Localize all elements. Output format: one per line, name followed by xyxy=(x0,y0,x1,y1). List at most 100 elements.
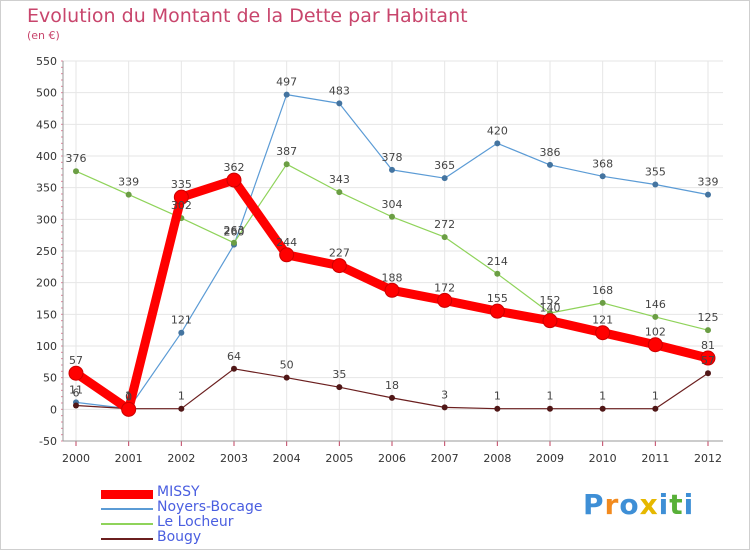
data-label-le-locheur-2009: 152 xyxy=(540,294,561,307)
logo-letter: o xyxy=(619,488,640,521)
logo-letter: t xyxy=(669,488,684,521)
point-le-locheur-2012 xyxy=(705,327,711,334)
y-tick-label-250: 250 xyxy=(36,245,57,258)
y-tick-label-0: 0 xyxy=(50,403,57,416)
data-label-noyers-bocage-2010: 368 xyxy=(592,157,613,170)
data-label-noyers-bocage-2002: 121 xyxy=(171,314,192,327)
point-missy-2004 xyxy=(279,247,295,263)
data-label-missy-2012: 81 xyxy=(701,339,715,352)
point-le-locheur-2001 xyxy=(125,191,132,198)
y-tick-label-100: 100 xyxy=(36,340,57,353)
y-tick-label-50: -50 xyxy=(39,435,57,448)
data-label-le-locheur-2004: 387 xyxy=(276,145,297,158)
x-tick-label-2002: 2002 xyxy=(167,452,195,465)
x-tick-label-2011: 2011 xyxy=(641,452,669,465)
x-tick-label-2001: 2001 xyxy=(115,452,143,465)
y-tick-label-150: 150 xyxy=(36,308,57,321)
point-missy-2006 xyxy=(384,282,400,298)
data-label-bougy-2000: 6 xyxy=(73,387,80,400)
point-missy-2005 xyxy=(331,258,347,274)
x-tick-label-2000: 2000 xyxy=(62,452,90,465)
x-tick-label-2005: 2005 xyxy=(325,452,353,465)
logo-letter: i xyxy=(658,488,670,521)
legend-swatch-noyers-bocage xyxy=(101,508,153,510)
data-label-le-locheur-2003: 263 xyxy=(224,224,245,237)
data-label-missy-2004: 244 xyxy=(276,236,297,249)
legend-item-le-locheur: Le Locheur xyxy=(101,514,321,532)
point-noyers-bocage-2009 xyxy=(547,161,553,168)
x-tick-label-2009: 2009 xyxy=(536,452,564,465)
point-le-locheur-2010 xyxy=(599,299,606,306)
data-label-noyers-bocage-2006: 378 xyxy=(382,151,403,164)
data-label-bougy-2009: 1 xyxy=(547,390,554,403)
legend-item-missy: MISSY xyxy=(101,484,321,502)
data-label-bougy-2004: 50 xyxy=(280,359,294,372)
legend-item-bougy: Bougy xyxy=(101,529,321,547)
data-label-noyers-bocage-2005: 483 xyxy=(329,84,350,97)
point-bougy-2002 xyxy=(178,405,185,412)
data-label-le-locheur-2005: 343 xyxy=(329,173,350,186)
data-label-bougy-2007: 3 xyxy=(441,388,448,401)
y-tick-label-450: 450 xyxy=(36,118,57,131)
legend-swatch-missy xyxy=(101,490,153,499)
legend-item-noyers-bocage: Noyers-Bocage xyxy=(101,499,321,517)
chart-subtitle: (en €) xyxy=(27,29,60,42)
point-noyers-bocage-2004 xyxy=(283,91,290,98)
point-noyers-bocage-2006 xyxy=(389,166,395,173)
point-missy-2003 xyxy=(226,172,242,188)
data-label-missy-2002: 335 xyxy=(171,178,192,191)
data-label-bougy-2001: 1 xyxy=(125,390,132,403)
legend-swatch-bougy xyxy=(101,538,153,540)
x-tick-label-2003: 2003 xyxy=(220,452,248,465)
point-bougy-2006 xyxy=(389,394,395,401)
point-noyers-bocage-2007 xyxy=(441,175,448,182)
data-label-missy-2009: 140 xyxy=(540,302,561,315)
legend-label-missy: MISSY xyxy=(157,484,200,500)
data-label-bougy-2006: 18 xyxy=(385,379,399,392)
point-missy-2002 xyxy=(173,189,189,205)
data-label-missy-2008: 155 xyxy=(487,292,508,305)
legend-label-le-locheur: Le Locheur xyxy=(157,514,234,530)
point-missy-2001 xyxy=(121,401,137,417)
point-bougy-2011 xyxy=(652,405,659,412)
data-label-noyers-bocage-2008: 420 xyxy=(487,124,508,137)
point-bougy-2012 xyxy=(705,370,711,377)
point-missy-2008 xyxy=(489,303,505,319)
point-bougy-2003 xyxy=(231,365,237,372)
point-missy-2012 xyxy=(700,350,716,366)
data-label-bougy-2012: 57 xyxy=(701,354,715,367)
legend-swatch-le-locheur xyxy=(101,523,153,525)
chart-title: Evolution du Montant de la Dette par Hab… xyxy=(27,5,468,27)
logo-letter: x xyxy=(639,488,659,521)
x-tick-label-2004: 2004 xyxy=(273,452,301,465)
data-label-bougy-2011: 1 xyxy=(652,390,659,403)
x-tick-label-2012: 2012 xyxy=(694,452,722,465)
point-le-locheur-2011 xyxy=(652,313,659,320)
logo-letter: P xyxy=(583,488,605,521)
x-tick-label-2007: 2007 xyxy=(431,452,459,465)
legend-label-noyers-bocage: Noyers-Bocage xyxy=(157,499,263,515)
data-label-noyers-bocage-2001: 1 xyxy=(125,390,132,403)
point-le-locheur-2006 xyxy=(389,213,395,220)
data-label-noyers-bocage-2012: 339 xyxy=(698,176,719,189)
point-missy-2011 xyxy=(647,337,663,353)
data-label-missy-2007: 172 xyxy=(434,281,455,294)
logo-letter: r xyxy=(604,488,620,521)
data-label-noyers-bocage-2009: 386 xyxy=(540,146,561,159)
data-label-noyers-bocage-2007: 365 xyxy=(434,159,455,172)
point-bougy-2009 xyxy=(547,405,553,412)
logo-letter: i xyxy=(683,488,695,521)
point-bougy-2005 xyxy=(336,384,343,391)
data-label-le-locheur-2002: 302 xyxy=(171,199,192,212)
y-tick-label-350: 350 xyxy=(36,182,57,195)
y-tick-label-500: 500 xyxy=(36,87,57,100)
point-noyers-bocage-2002 xyxy=(178,329,185,336)
grid xyxy=(63,60,723,442)
point-le-locheur-2004 xyxy=(283,161,290,168)
data-label-bougy-2005: 35 xyxy=(332,368,346,381)
data-label-le-locheur-2001: 339 xyxy=(118,176,139,189)
point-le-locheur-2000 xyxy=(73,168,79,175)
data-label-le-locheur-2008: 214 xyxy=(487,255,508,268)
